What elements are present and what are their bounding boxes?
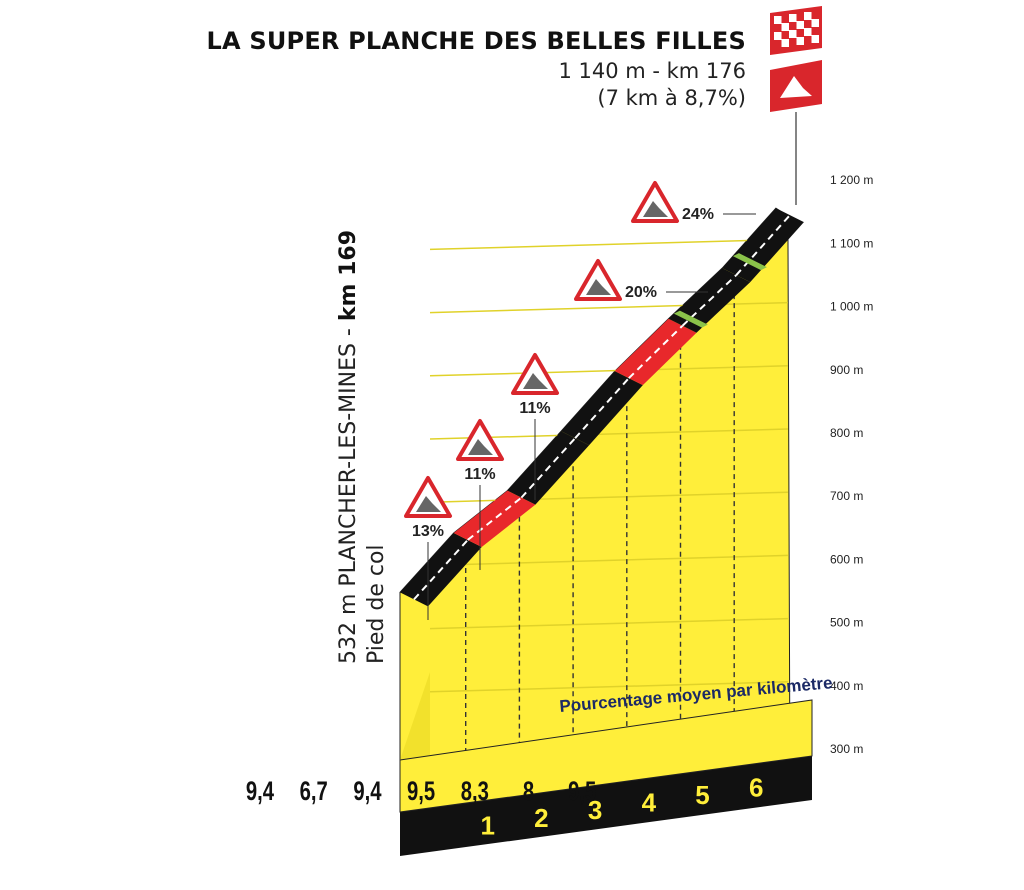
profile-grid-line: [429, 681, 788, 693]
y-tick-label: 800 m: [830, 426, 863, 440]
km-gradient-label: 9,4: [353, 776, 382, 807]
summit-info: 1 140 m - km 176: [558, 59, 746, 83]
profile-grid-line: [429, 238, 788, 251]
checkered-flag-icon: [770, 6, 822, 55]
flag-check: [811, 19, 819, 27]
gradient-warning: 11%: [456, 419, 504, 570]
flag-check: [789, 30, 797, 38]
start-km: km 169: [336, 230, 361, 322]
profile-grid-line: [429, 365, 788, 377]
profile-grid-line: [429, 491, 788, 503]
km-scale-band: [400, 756, 812, 856]
start-foot-label: Pied de col: [364, 544, 389, 664]
km-gradient-label: 6,7: [300, 776, 328, 807]
km-gradient-label: 8,3: [461, 776, 489, 807]
flag-check: [804, 12, 812, 20]
road-centerline: [735, 214, 791, 276]
km-gradient-label: 9,5: [407, 776, 435, 807]
x-tick-label: 2: [534, 803, 548, 833]
steep-gradient-warning-icon: [574, 259, 622, 301]
y-tick-label: 1 200 m: [830, 173, 873, 187]
road-centerline: [520, 437, 576, 499]
climb-title: LA SUPER PLANCHE DES BELLES FILLES: [206, 27, 746, 55]
gradient-warning-label: 13%: [412, 523, 444, 540]
flag-check: [796, 37, 804, 45]
mountain-glyph: [523, 373, 548, 389]
y-tick-label: 1 000 m: [830, 300, 873, 314]
road-centerline: [574, 377, 630, 439]
summit-glyph: [780, 76, 812, 98]
steep-gradient-warning-icon: [631, 181, 679, 223]
flag-check: [789, 14, 797, 22]
road-segment: [453, 490, 536, 547]
flag-check: [811, 35, 819, 43]
start-altitude-line: 532 m PLANCHER-LES-MINES - km 169: [336, 184, 361, 664]
flat-marker: [732, 253, 767, 271]
profile-grid-line: [429, 554, 788, 567]
start-altitude: 532 m PLANCHER-LES-MINES -: [336, 321, 361, 664]
gradient-warning: 24%: [631, 181, 756, 223]
mountain-glyph: [586, 279, 611, 295]
road-centerline: [628, 325, 684, 379]
flag-check: [781, 23, 789, 31]
profile-grid-line: [429, 617, 788, 630]
km-gradient-label: 9,4: [246, 776, 275, 807]
gradient-warning: 20%: [574, 259, 708, 301]
flag-check: [781, 39, 789, 47]
flag-check: [804, 28, 812, 36]
gradient-warning-label: 24%: [682, 206, 714, 223]
flag-check: [774, 16, 782, 24]
flag-check: [796, 21, 804, 29]
mountain-glyph: [416, 496, 441, 512]
y-tick-label: 700 m: [830, 489, 863, 503]
gradient-warning: 11%: [511, 353, 559, 500]
y-tick-label: 400 m: [830, 679, 863, 693]
y-tick-label: 500 m: [830, 616, 863, 630]
road-centerline: [413, 539, 469, 601]
y-tick-label: 300 m: [830, 742, 863, 756]
steep-gradient-warning-icon: [456, 419, 504, 461]
profile-grid-line: [429, 301, 788, 314]
y-tick-label: 600 m: [830, 552, 863, 566]
km-gradient-label: 9,5: [568, 776, 596, 807]
gradient-warning-label: 11%: [464, 466, 495, 483]
mountain-glyph: [468, 439, 493, 455]
gradient-band: [399, 699, 813, 813]
x-tick-label: 6: [749, 772, 763, 802]
x-tick-label: 1: [480, 810, 494, 840]
steep-gradient-warning-icon: [404, 476, 452, 518]
mountain-summit-icon: [770, 60, 822, 112]
gradient-warning: 13%: [404, 476, 452, 620]
gradient-warning-label: 11%: [519, 400, 550, 417]
y-tick-label: 900 m: [830, 363, 863, 377]
profile-side: [400, 672, 430, 760]
y-tick-label: 1 100 m: [830, 236, 873, 250]
x-tick-label: 4: [642, 788, 657, 818]
mountain-glyph: [643, 201, 668, 217]
km-gradient-label: 8: [523, 776, 534, 807]
climb-info: (7 km à 8,7%): [597, 86, 746, 110]
steep-gradient-warning-icon: [511, 353, 559, 395]
flag-check: [774, 32, 782, 40]
x-tick-label: 3: [588, 795, 602, 825]
flat-marker: [673, 310, 708, 328]
gradient-warning-label: 20%: [625, 284, 657, 301]
x-tick-label: 5: [695, 780, 709, 810]
